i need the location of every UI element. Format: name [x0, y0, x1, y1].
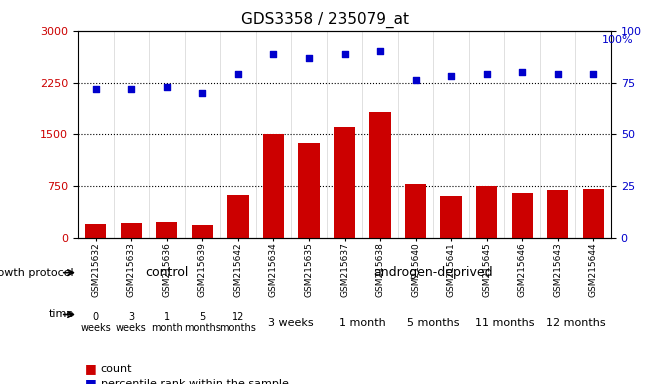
Bar [156, 222, 177, 238]
Text: 11 months: 11 months [474, 318, 534, 328]
Bar [298, 143, 320, 238]
Text: 5
months: 5 months [184, 312, 221, 333]
Text: count: count [101, 364, 132, 374]
Bar [227, 195, 248, 238]
Text: GDS3358 / 235079_at: GDS3358 / 235079_at [241, 12, 409, 28]
Point [588, 71, 599, 77]
Bar [582, 189, 604, 238]
Text: 5 months: 5 months [407, 318, 460, 328]
Text: 3 weeks: 3 weeks [268, 318, 314, 328]
Point [162, 84, 172, 90]
Text: 1 month: 1 month [339, 318, 385, 328]
Text: 12
months: 12 months [220, 312, 256, 333]
Text: 100%: 100% [602, 35, 634, 45]
Point [517, 69, 527, 75]
Point [90, 86, 101, 92]
Bar [192, 225, 213, 238]
Point [304, 55, 314, 61]
Point [197, 90, 207, 96]
Bar [476, 185, 497, 238]
Point [126, 86, 136, 92]
Text: 3
weeks: 3 weeks [116, 312, 147, 333]
Bar [441, 196, 462, 238]
Point [446, 73, 456, 79]
Point [375, 48, 385, 55]
Bar [369, 112, 391, 238]
Text: control: control [145, 266, 188, 279]
Text: growth protocol: growth protocol [0, 268, 74, 278]
Bar [334, 127, 355, 238]
Point [552, 71, 563, 77]
Point [339, 50, 350, 56]
Text: 1
month: 1 month [151, 312, 183, 333]
Point [268, 50, 279, 56]
Point [233, 71, 243, 77]
Text: androgen-deprived: androgen-deprived [374, 266, 493, 279]
Point [410, 78, 421, 84]
Bar [263, 134, 284, 238]
Bar [85, 224, 107, 238]
Bar [405, 184, 426, 238]
Point [482, 71, 492, 77]
Text: 12 months: 12 months [545, 318, 605, 328]
Bar [121, 223, 142, 238]
Text: ■: ■ [84, 377, 96, 384]
Text: ■: ■ [84, 362, 96, 375]
Bar [512, 193, 533, 238]
Text: 0
weeks: 0 weeks [81, 312, 111, 333]
Text: percentile rank within the sample: percentile rank within the sample [101, 379, 289, 384]
Text: time: time [49, 310, 74, 319]
Bar [547, 190, 568, 238]
